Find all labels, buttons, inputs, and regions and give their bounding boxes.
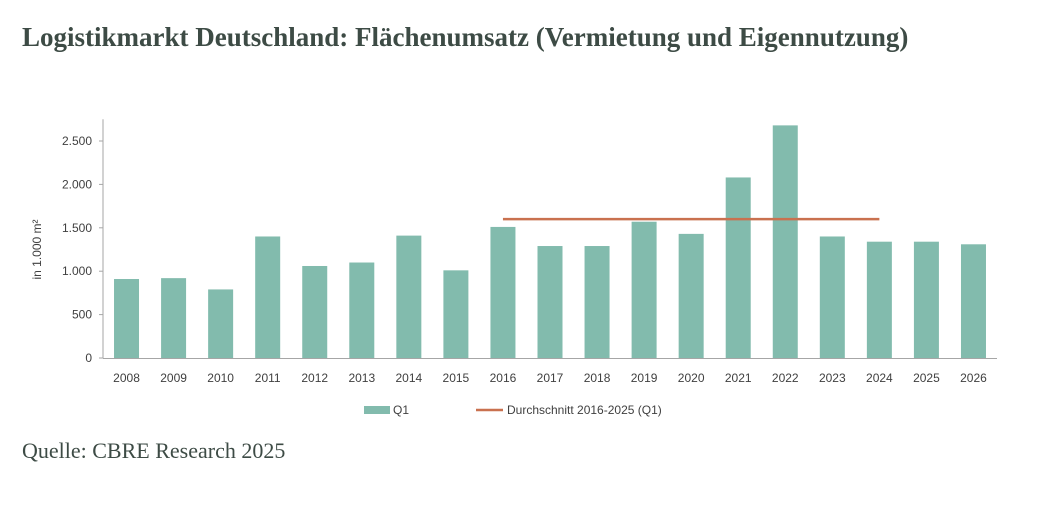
bar-2017 bbox=[537, 246, 563, 358]
x-axis: 2008 2009 2010 2011 2012 2013 2014 2015 2016 2017… bbox=[103, 358, 997, 385]
legend: Q1 Durchschnitt 2016-2025 (Q1) bbox=[364, 403, 662, 417]
x-tick-label: 2011 bbox=[255, 371, 281, 385]
chart-title: Logistikmarkt Deutschland: Flächenumsatz… bbox=[22, 22, 909, 52]
bar-2009 bbox=[161, 278, 187, 358]
bars bbox=[114, 125, 986, 358]
bar-2008 bbox=[114, 279, 140, 358]
bar-2012 bbox=[302, 265, 328, 358]
bar-2020 bbox=[678, 233, 704, 358]
legend-label-average: Durchschnitt 2016-2025 (Q1) bbox=[507, 403, 662, 417]
bar-2014 bbox=[396, 235, 422, 358]
x-tick-label: 2015 bbox=[443, 371, 470, 385]
legend-label-q1: Q1 bbox=[393, 403, 409, 417]
y-tick-label: 0 bbox=[85, 351, 92, 365]
bar-2015 bbox=[443, 270, 469, 358]
bar-2025 bbox=[913, 241, 939, 358]
x-tick-label: 2025 bbox=[913, 371, 940, 385]
bar-2018 bbox=[584, 246, 610, 358]
x-tick-label: 2023 bbox=[819, 371, 846, 385]
bar-2021 bbox=[725, 177, 751, 358]
x-tick-label: 2010 bbox=[207, 371, 234, 385]
y-axis-title: in 1.000 m² bbox=[30, 219, 44, 279]
y-tick-label: 1.000 bbox=[62, 264, 92, 278]
bar-2019 bbox=[631, 221, 657, 358]
bar-2026 bbox=[960, 244, 986, 358]
x-tick-label: 2026 bbox=[960, 371, 987, 385]
x-tick-label: 2019 bbox=[631, 371, 658, 385]
y-tick-label: 1.500 bbox=[62, 221, 92, 235]
x-tick-label: 2012 bbox=[301, 371, 328, 385]
x-tick-label: 2024 bbox=[866, 371, 893, 385]
x-tick-label: 2022 bbox=[772, 371, 799, 385]
bar-2013 bbox=[349, 262, 375, 358]
y-tick-label: 500 bbox=[72, 308, 92, 322]
x-tick-label: 2021 bbox=[725, 371, 752, 385]
x-tick-label: 2020 bbox=[678, 371, 705, 385]
source-note: Quelle: CBRE Research 2025 bbox=[22, 438, 286, 463]
bar-2022 bbox=[772, 125, 798, 358]
bar-2024 bbox=[866, 241, 892, 358]
x-tick-label: 2009 bbox=[160, 371, 187, 385]
y-tick-label: 2.000 bbox=[62, 177, 92, 191]
x-tick-label: 2008 bbox=[113, 371, 140, 385]
bar-chart: 0 500 1.000 1.500 2.000 2.500 in 1.000 m² 2008… bbox=[30, 119, 997, 417]
bar-2011 bbox=[255, 236, 281, 358]
bar-2023 bbox=[819, 236, 845, 358]
y-axis: 0 500 1.000 1.500 2.000 2.500 in 1.000 m² bbox=[30, 119, 104, 365]
x-tick-label: 2014 bbox=[395, 371, 422, 385]
y-tick-label: 2.500 bbox=[62, 134, 92, 148]
x-tick-label: 2017 bbox=[537, 371, 564, 385]
x-tick-label: 2018 bbox=[584, 371, 611, 385]
legend-swatch-q1 bbox=[364, 406, 390, 414]
x-tick-label: 2013 bbox=[348, 371, 375, 385]
x-tick-label: 2016 bbox=[490, 371, 517, 385]
bar-2010 bbox=[208, 289, 234, 358]
bar-2016 bbox=[490, 226, 516, 358]
